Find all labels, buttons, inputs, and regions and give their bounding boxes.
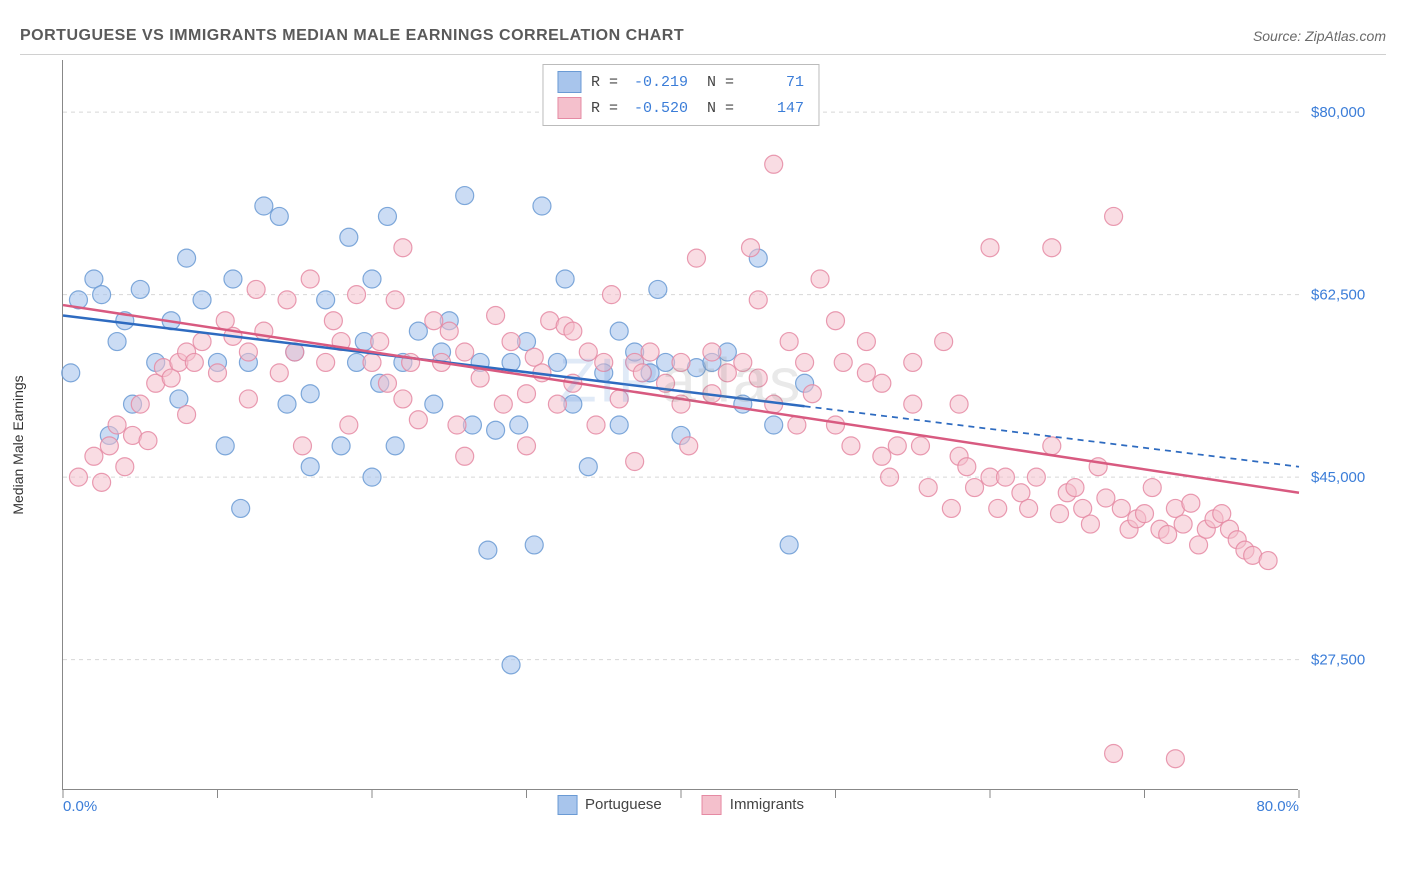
correlation-row-portuguese: R =-0.219 N =71 [557, 69, 804, 95]
correlation-legend: R =-0.219 N =71 R =-0.520 N =147 [542, 64, 819, 126]
svg-text:$80,000: $80,000 [1311, 104, 1365, 121]
scatter-svg: $27,500$45,000$62,500$80,000 [63, 60, 1299, 790]
swatch-immigrants [557, 97, 581, 119]
svg-text:$62,500: $62,500 [1311, 287, 1365, 304]
y-axis-label: Median Male Earnings [10, 375, 26, 514]
x-axis-labels: 0.0% 80.0% [63, 798, 1299, 815]
chart-header: PORTUGUESE VS IMMIGRANTS MEDIAN MALE EAR… [20, 18, 1386, 55]
r-value-portuguese: -0.219 [628, 74, 688, 91]
n-value-portuguese: 71 [744, 74, 804, 91]
r-value-immigrants: -0.520 [628, 100, 688, 117]
x-min-label: 0.0% [63, 798, 97, 815]
chart-container: Median Male Earnings $27,500$45,000$62,5… [62, 60, 1382, 830]
svg-text:$27,500: $27,500 [1311, 652, 1365, 669]
correlation-row-immigrants: R =-0.520 N =147 [557, 95, 804, 121]
plot-area: $27,500$45,000$62,500$80,000 ZIPatlas R … [62, 60, 1298, 790]
swatch-portuguese [557, 71, 581, 93]
svg-text:$45,000: $45,000 [1311, 469, 1365, 486]
n-value-immigrants: 147 [744, 100, 804, 117]
chart-source: Source: ZipAtlas.com [1253, 28, 1386, 44]
x-max-label: 80.0% [1256, 798, 1299, 815]
chart-title: PORTUGUESE VS IMMIGRANTS MEDIAN MALE EAR… [20, 27, 684, 45]
